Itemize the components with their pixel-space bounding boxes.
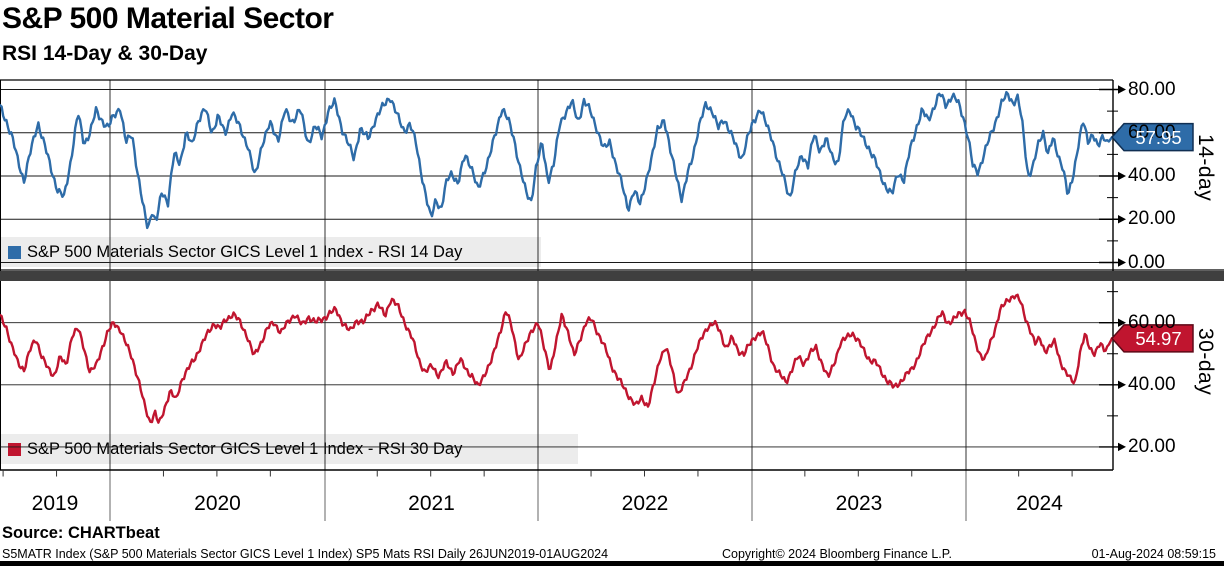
legend-rsi-30-day: S&P 500 Materials Sector GICS Level 1 In…	[0, 434, 578, 464]
y-axis-tick-label: 0.00	[1128, 251, 1165, 273]
page-subtitle: RSI 14-Day & 30-Day	[2, 42, 208, 65]
x-axis-year-label: 2021	[408, 492, 455, 515]
panel-divider-bar	[0, 271, 1224, 281]
series-line-rsi-14-day	[0, 90, 1114, 230]
source-label: Source: CHARTbeat	[2, 524, 160, 542]
legend-swatch-rsi-14	[8, 245, 21, 259]
y-axis-tick-label: 40.00	[1128, 373, 1176, 395]
page-title: S&P 500 Material Sector	[2, 2, 334, 35]
footer-copyright: Copyright© 2024 Bloomberg Finance L.P.	[722, 547, 952, 561]
y-axis-tick-label: 40.00	[1128, 165, 1176, 186]
y-axis-tick-label: 20.00	[1128, 208, 1176, 230]
y-tick-arrow	[1118, 380, 1126, 389]
y-tick-arrow	[1118, 442, 1126, 452]
x-axis-year-label: 2022	[621, 492, 669, 515]
legend-rsi-14-day: S&P 500 Materials Sector GICS Level 1 In…	[0, 237, 541, 267]
x-axis-year-label: 2019	[31, 492, 79, 515]
series-line-rsi-30-day	[0, 293, 1114, 424]
legend-swatch-rsi-30	[8, 442, 21, 456]
last-value-badge-rsi-14: 57.95	[1135, 126, 1182, 148]
legend-label-rsi-14: S&P 500 Materials Sector GICS Level 1 In…	[27, 242, 463, 261]
y-tick-arrow	[1118, 215, 1126, 224]
y-tick-arrow	[1118, 258, 1126, 267]
y-axis-tick-label: 80.00	[1128, 78, 1176, 100]
y-tick-arrow	[1118, 85, 1126, 94]
panel-axis-title-30-day: 30-day	[1194, 328, 1217, 396]
last-value-badge-rsi-30: 54.97	[1135, 327, 1182, 349]
legend-label-rsi-30: S&P 500 Materials Sector GICS Level 1 In…	[27, 439, 463, 458]
x-axis-year-label: 2024	[1016, 492, 1063, 515]
y-axis-tick-label: 20.00	[1128, 435, 1176, 457]
footer-security-info: S5MATR Index (S&P 500 Materials Sector G…	[2, 547, 609, 561]
x-axis-year-label: 2023	[835, 492, 883, 515]
bottom-black-bar	[0, 561, 1224, 566]
footer-timestamp: 01-Aug-2024 08:59:15	[1091, 547, 1216, 561]
panel-axis-title-14-day: 14-day	[1194, 134, 1217, 202]
y-tick-arrow	[1118, 171, 1126, 181]
x-axis-year-label: 2020	[194, 492, 241, 515]
